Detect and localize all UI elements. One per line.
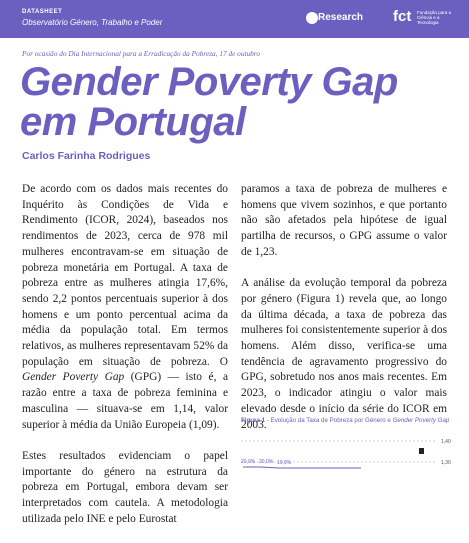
tick: 1,40 xyxy=(441,439,451,445)
observatory: Observatório Género, Trabalho e Poder xyxy=(22,18,163,27)
text-italic: Gender Poverty Gap xyxy=(22,371,125,384)
paragraph: A análise da evolução temporal da pobrez… xyxy=(241,277,447,431)
line xyxy=(243,466,361,469)
banner: DATASHEET Observatório Género, Trabalho … xyxy=(0,0,469,38)
text: (GPG) — isto é, a razão entre a taxa de … xyxy=(22,371,229,431)
iseg-logo xyxy=(306,12,318,24)
marker xyxy=(419,448,424,454)
column-left: De acordo com os dados mais recentes do … xyxy=(22,182,228,543)
label: 20,0% xyxy=(259,459,274,465)
figure-label: Figura 1 xyxy=(241,417,266,424)
tick: 1,30 xyxy=(441,460,451,466)
paragraph: De acordo com os dados mais recentes do … xyxy=(22,182,228,433)
occasion: Por ocasião do Dia Internacional para a … xyxy=(22,49,261,58)
caption-italic: Gender Poverty Gap xyxy=(392,417,450,424)
title: Gender Poverty Gap em Portugal xyxy=(20,60,398,144)
page: {"header": {"label": "DATASHEET", "obser… xyxy=(0,0,469,525)
label: 20,0% xyxy=(241,459,256,465)
fct-logo: fct xyxy=(393,8,412,25)
fct-subtitle: Fundação para a Ciência e a Tecnologia xyxy=(417,10,452,25)
figure-caption: Figura 1 - Evolução da Taxa de Pobreza p… xyxy=(241,417,461,424)
datasheet-label: DATASHEET xyxy=(22,9,63,15)
column-right: paramos a taxa de pobreza de mulheres e … xyxy=(241,182,447,449)
figure-chart: 1,40 1,30 20,0% 20,0% 19,6% xyxy=(241,439,451,469)
text: De acordo com os dados mais recentes do … xyxy=(22,183,228,368)
paragraph: paramos a taxa de pobreza de mulheres e … xyxy=(241,183,447,258)
research-label: Research xyxy=(318,12,364,23)
label: 19,6% xyxy=(277,460,292,466)
caption: - Evolução da Taxa de Pobreza por Género… xyxy=(265,417,393,424)
author: Carlos Farinha Rodrigues xyxy=(22,150,151,162)
paragraph: Estes resultados evidenciam o papel impo… xyxy=(22,449,228,525)
